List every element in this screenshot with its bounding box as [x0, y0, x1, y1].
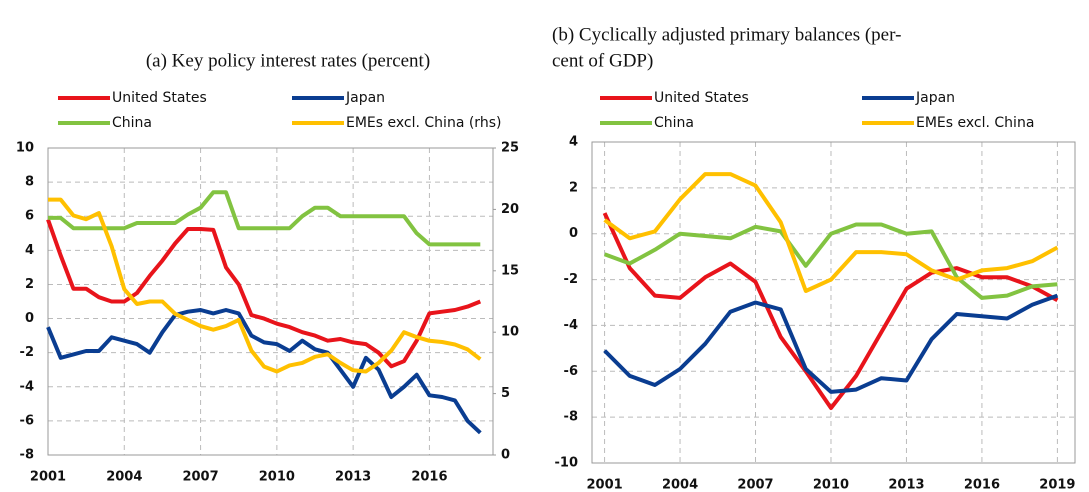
legend-label: China	[654, 115, 694, 131]
y-tick-label: -6	[20, 413, 34, 428]
y-tick-label: 0	[25, 311, 34, 326]
x-tick-label: 2016	[964, 478, 1000, 492]
y-tick-label: 10	[16, 141, 34, 156]
x-tick-label: 2007	[737, 478, 773, 492]
legend-label: United States	[112, 90, 207, 106]
x-tick-label: 2010	[813, 478, 849, 492]
y-tick-label: -4	[20, 379, 34, 394]
x-tick-label: 2001	[30, 470, 66, 485]
x-tick-label: 2019	[1039, 478, 1075, 492]
series-line	[603, 222, 1058, 300]
y-tick-label: 4	[569, 135, 578, 150]
chart-title: (a) Key policy interest rates (percent)	[146, 50, 430, 71]
y2-tick-label: 5	[501, 386, 510, 401]
series-line	[602, 212, 1059, 410]
y2-tick-label: 20	[501, 202, 519, 217]
series-line	[603, 172, 1059, 293]
y-tick-label: 4	[25, 243, 34, 258]
y-tick-label: -2	[564, 272, 578, 287]
y-tick-label: -10	[555, 456, 579, 471]
x-tick-label: 2004	[106, 470, 142, 485]
x-tick-label: 2010	[259, 470, 295, 485]
y-tick-label: -8	[20, 448, 34, 463]
x-tick-label: 2016	[411, 470, 447, 485]
y-tick-label: -4	[564, 318, 578, 333]
y-tick-label: 2	[25, 277, 34, 292]
legend-label: EMEs excl. China (rhs)	[346, 115, 501, 131]
series-line	[46, 218, 482, 369]
series-line	[48, 197, 482, 374]
plot-frame	[591, 141, 1076, 464]
y-tick-label: -2	[20, 345, 34, 360]
series-line	[603, 293, 1059, 394]
y-tick-label: 2	[569, 180, 578, 195]
chart-title: (b) Cyclically adjusted primary balances…	[552, 24, 901, 45]
series-line	[46, 308, 482, 435]
legend-label: China	[112, 115, 152, 131]
y-tick-label: -8	[564, 410, 578, 425]
legend-label: EMEs excl. China	[916, 115, 1034, 131]
x-tick-label: 2004	[662, 478, 698, 492]
series-line	[48, 190, 481, 247]
legend-label: United States	[654, 90, 749, 106]
y2-tick-label: 0	[501, 448, 510, 463]
y-tick-label: 0	[569, 226, 578, 241]
legend-label: Japan	[345, 90, 385, 106]
y-tick-label: 8	[25, 175, 34, 190]
x-tick-label: 2007	[182, 470, 218, 485]
x-tick-label: 2013	[335, 470, 371, 485]
y-tick-label: 6	[25, 209, 34, 224]
x-tick-label: 2013	[888, 478, 924, 492]
y2-tick-label: 10	[501, 325, 519, 340]
legend-label: Japan	[915, 90, 955, 106]
y-tick-label: -6	[564, 364, 578, 379]
y2-tick-label: 15	[501, 263, 519, 278]
plot-frame	[47, 147, 494, 456]
chart-title: cent of GDP)	[552, 50, 653, 71]
y2-tick-label: 25	[501, 141, 519, 156]
x-tick-label: 2001	[586, 478, 622, 492]
